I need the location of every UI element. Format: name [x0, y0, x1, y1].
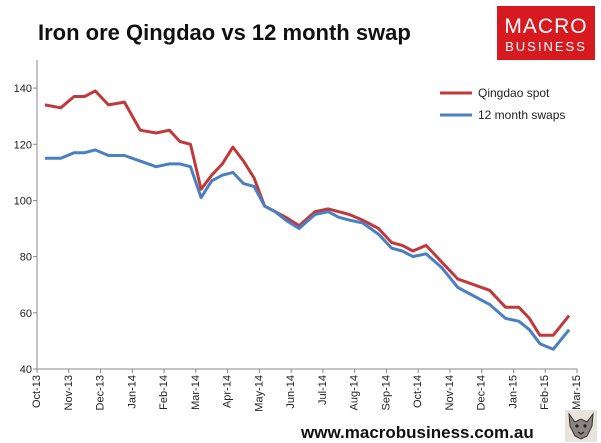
legend-label: Qingdao spot	[478, 86, 550, 100]
x-tick-label: Jan-15	[507, 375, 519, 409]
x-tick-label: Apr-14	[222, 375, 234, 408]
chart-title: Iron ore Qingdao vs 12 month swap	[38, 20, 411, 45]
logo-line-2: BUSINESS	[505, 39, 587, 54]
x-tick-label: Nov-13	[63, 375, 75, 410]
x-tick-label: Aug-14	[349, 375, 361, 410]
y-tick-label: 100	[14, 195, 32, 207]
y-tick-label: 80	[20, 252, 32, 264]
footer-url: www.macrobusiness.com.au	[301, 423, 534, 442]
x-tick-label: Mar-15	[571, 375, 583, 410]
x-tick-label: Dec-14	[476, 375, 488, 410]
x-tick-label: Jun-14	[285, 375, 297, 409]
x-tick-label: Sep-14	[380, 375, 392, 410]
y-tick-label: 140	[14, 83, 32, 95]
series-line-1	[44, 148, 571, 351]
x-tick-label: Mar-14	[190, 375, 202, 410]
x-tick-label: Nov-14	[444, 375, 456, 410]
series-line-0	[44, 89, 571, 337]
x-tick-label: Oct-14	[412, 375, 424, 408]
x-tick-label: Jul-14	[317, 375, 329, 405]
macrobusiness-logo: MACRO BUSINESS	[497, 6, 595, 60]
y-tick-label: 120	[14, 139, 32, 151]
series-layer	[44, 89, 571, 351]
legend: Qingdao spot 12 month swaps	[440, 86, 565, 122]
wolf-logo-icon	[565, 410, 597, 442]
logo-line-1: MACRO	[504, 15, 588, 38]
x-tick-label: Dec-13	[95, 375, 107, 410]
x-tick-label: Jan-14	[126, 375, 138, 409]
y-tick-label: 60	[20, 308, 32, 320]
x-tick-label: Feb-14	[158, 375, 170, 410]
y-tick-label: 40	[20, 364, 32, 376]
axes: 40 60 80 100 120 140 Oct-13 Nov-13 Dec-13 Jan-14 F…	[14, 60, 583, 412]
x-tick-label: May-14	[253, 375, 265, 412]
legend-label: 12 month swaps	[478, 108, 565, 122]
x-tick-label: Feb-15	[539, 375, 551, 410]
x-tick-label: Oct-13	[31, 375, 43, 408]
